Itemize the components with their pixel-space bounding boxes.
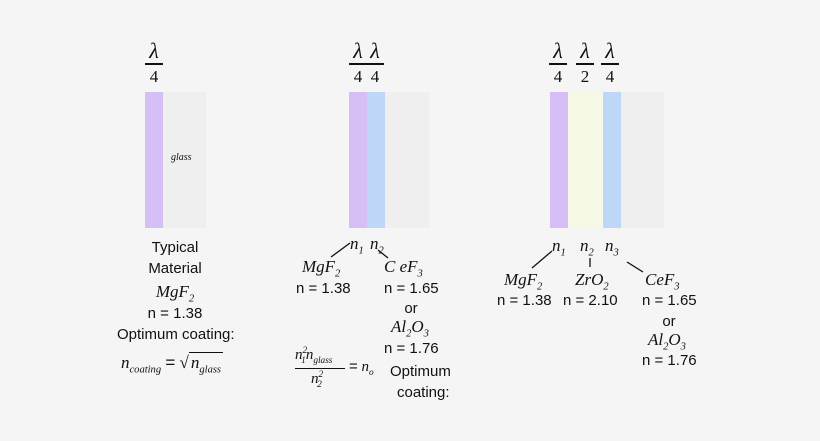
zro2-formula: ZrO2 — [575, 270, 609, 293]
mgf2-index: n = 1.38 — [497, 292, 552, 309]
connector-n3 — [626, 261, 644, 273]
glass-substrate — [385, 92, 429, 228]
mgf2-layer — [349, 92, 367, 228]
n2-label: n2 — [580, 236, 594, 259]
quarter-wave-fraction: λ 4 — [348, 40, 368, 85]
coating-label: coating: — [397, 384, 450, 401]
material-index: n = 1.38 — [147, 305, 203, 322]
cef3-formula: C eF3 — [384, 257, 423, 280]
al2o3-formula: Al2O3 — [391, 317, 429, 340]
quarter-wave-fraction: λ 4 — [600, 40, 620, 85]
cef3-index: n = 1.65 — [384, 280, 439, 297]
cef3-index: n = 1.65 — [642, 292, 697, 309]
quarter-wave-fraction: λ 4 — [144, 40, 164, 85]
fraction-bar — [349, 63, 367, 65]
optimum-coating-formula: ncoating = √ nglass — [121, 352, 224, 376]
fraction-denominator: 4 — [370, 66, 380, 86]
material-label: Material — [148, 260, 202, 277]
equation-fraction-bar — [295, 368, 345, 370]
optimum-coating-label: Optimum coating: — [117, 326, 235, 343]
two-layer-equation-numerator: n21nglass — [295, 346, 333, 366]
two-layer-equation-rhs: = no — [349, 358, 374, 378]
mgf2-formula: MgF2 — [302, 257, 341, 280]
fraction-denominator: 4 — [353, 66, 363, 86]
glass-substrate — [621, 92, 664, 228]
fraction-bar — [366, 63, 384, 65]
zro2-index: n = 2.10 — [563, 292, 618, 309]
mgf2-formula: MgF2 — [504, 270, 543, 293]
fraction-bar — [601, 63, 619, 65]
al2o3-formula: Al2O3 — [648, 330, 686, 353]
cef3-layer — [603, 92, 621, 228]
fraction-denominator: 4 — [149, 66, 159, 86]
quarter-wave-fraction: λ 4 — [365, 40, 385, 85]
n1-label: n1 — [552, 236, 566, 259]
n3-label: n3 — [605, 236, 619, 259]
n1-label: n1 — [350, 234, 364, 257]
fraction-denominator: 4 — [605, 66, 615, 86]
mgf2-index: n = 1.38 — [296, 280, 351, 297]
or-label: or — [662, 313, 676, 330]
zro2-layer — [568, 92, 603, 228]
fraction-denominator: 2 — [580, 66, 590, 86]
quarter-wave-fraction: λ 4 — [548, 40, 568, 85]
lambda-symbol: λ — [149, 38, 159, 63]
lambda-symbol: λ — [370, 38, 380, 63]
connector-n1 — [531, 250, 553, 269]
fraction-bar — [549, 63, 567, 65]
lambda-symbol: λ — [580, 38, 590, 63]
fraction-bar — [576, 63, 594, 65]
or-label: or — [404, 300, 418, 317]
lambda-symbol: λ — [605, 38, 615, 63]
cef3-layer — [367, 92, 385, 228]
mgf2-layer — [145, 92, 163, 228]
connector-n1 — [330, 242, 351, 258]
material-formula: MgF2 — [155, 282, 195, 305]
glass-label: glass — [171, 152, 192, 163]
lambda-symbol: λ — [353, 38, 363, 63]
glass-substrate — [163, 92, 206, 228]
cef3-formula: CeF3 — [645, 270, 680, 293]
fraction-denominator: 4 — [553, 66, 563, 86]
mgf2-layer — [550, 92, 568, 228]
fraction-bar — [145, 63, 163, 65]
al2o3-index: n = 1.76 — [642, 352, 697, 369]
optimum-label: Optimum — [390, 363, 451, 380]
typical-label: Typical — [151, 239, 199, 256]
n2-label: n2 — [370, 234, 384, 257]
half-wave-fraction: λ 2 — [575, 40, 595, 85]
lambda-symbol: λ — [553, 38, 563, 63]
al2o3-index: n = 1.76 — [384, 340, 439, 357]
two-layer-equation-denominator: n22 — [311, 370, 324, 390]
